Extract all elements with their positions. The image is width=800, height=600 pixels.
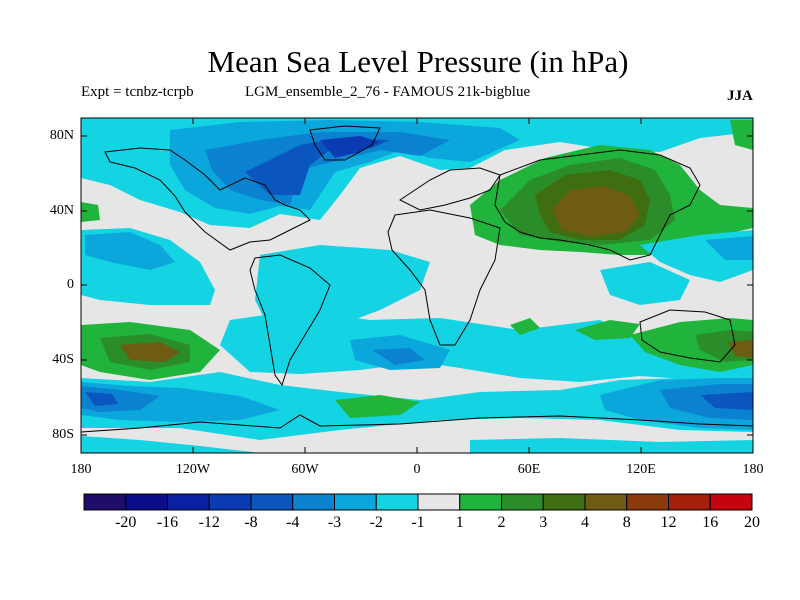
- contour-south-atlantic-green: [510, 318, 540, 335]
- colorbar-label: 3: [539, 514, 548, 531]
- lon-label-120w: 120W: [175, 462, 211, 477]
- contour-north-deepblue: [320, 136, 380, 158]
- contour-north-pacific-green: [730, 120, 753, 150]
- colorbar-box: [709, 493, 753, 511]
- lon-ticks: [192, 118, 642, 453]
- lon-label-180e: 180: [742, 462, 764, 477]
- contour-south-darkblue: [372, 348, 425, 365]
- coast-greenland: [309, 125, 381, 161]
- contour-south-cyan: [220, 310, 753, 382]
- season-label: JJA: [727, 88, 753, 104]
- lon-label-60w: 60W: [291, 462, 319, 477]
- lon-label-0: 0: [413, 462, 421, 477]
- contour-tropic-blue-west: [85, 232, 175, 270]
- contour-south-pole-cyan: [81, 436, 260, 453]
- colorbar-box: [584, 493, 628, 511]
- colorbar-box: [125, 493, 168, 511]
- lat-ticks: [81, 135, 753, 436]
- contour-west-pacific-green: [81, 202, 100, 222]
- plot-title: Mean Sea Level Pressure (in hPa): [207, 44, 629, 79]
- colorbar-label: 2: [497, 514, 506, 531]
- contour-north-darkblue: [245, 138, 390, 195]
- experiment-label: Expt = tcnbz-tcrpb: [81, 84, 194, 100]
- colorbar-box: [292, 493, 335, 511]
- contour-asia-cyan: [600, 262, 690, 305]
- pressure-field: [81, 118, 753, 453]
- contour-antarctic-deepblue-east: [700, 392, 753, 410]
- colorbar-box: [626, 493, 669, 511]
- contour-antarctic-deepblue: [85, 392, 118, 406]
- coast-australia: [639, 309, 736, 363]
- colorbar-label: -16: [156, 514, 179, 531]
- colorbar-box: [83, 493, 127, 511]
- lat-label-40n: 40N: [49, 203, 74, 218]
- colorbar-label: 1: [455, 514, 464, 531]
- colorbar-label: -8: [244, 514, 258, 531]
- lon-label-180w: 180: [70, 462, 92, 477]
- run-label: LGM_ensemble_2_76 - FAMOUS 21k-bigblue: [245, 84, 531, 100]
- colorbar-box: [208, 493, 252, 511]
- colorbar-box: [375, 493, 419, 511]
- coast-asia: [494, 149, 701, 261]
- contour-south-brown-east: [728, 340, 753, 358]
- coast-north-america: [104, 147, 311, 251]
- colorbar-label: -20: [115, 514, 137, 531]
- coastlines: [81, 125, 753, 433]
- lat-label-40s: 40S: [52, 352, 74, 367]
- coast-antarctica: [81, 414, 753, 433]
- colorbar-label: -12: [198, 514, 220, 531]
- lat-label-0: 0: [67, 277, 74, 292]
- colorbar-label: -4: [286, 514, 300, 531]
- colorbar-box: [668, 493, 711, 511]
- colorbar-label: -3: [327, 514, 342, 531]
- coast-south-america: [249, 254, 331, 387]
- colorbar-box: [250, 493, 294, 511]
- contour-asia-brown: [552, 186, 640, 236]
- coast-africa: [387, 209, 501, 346]
- lat-label-80n: 80N: [49, 128, 74, 143]
- colorbar-label: 4: [581, 514, 589, 531]
- colorbar-label: 16: [702, 514, 719, 531]
- colorbar-label: -2: [369, 514, 383, 531]
- colorbar-box: [334, 493, 377, 511]
- lat-label-80s: 80S: [52, 427, 74, 442]
- colorbar-label: -1: [411, 514, 425, 531]
- contour-south-pole-cyan-east: [470, 438, 753, 453]
- colorbar-label: 20: [744, 514, 760, 531]
- contour-east-pacific-blue: [705, 236, 753, 260]
- colorbar-label: 12: [660, 514, 677, 531]
- colorbar-box: [167, 493, 210, 511]
- colorbar: [83, 493, 753, 511]
- colorbar-box: [459, 493, 502, 511]
- colorbar-label: 8: [622, 514, 631, 531]
- colorbar-box: [417, 493, 461, 511]
- colorbar-box: [542, 493, 586, 511]
- lon-label-60e: 60E: [517, 462, 541, 477]
- colorbar-box: [501, 493, 544, 511]
- contour-south-brown-west: [120, 342, 180, 362]
- lon-label-120e: 120E: [626, 462, 656, 477]
- contour-south-indian-green: [575, 320, 640, 340]
- contour-antarctic-green: [335, 395, 420, 418]
- contour-antarctic-darkblue-east: [660, 384, 753, 420]
